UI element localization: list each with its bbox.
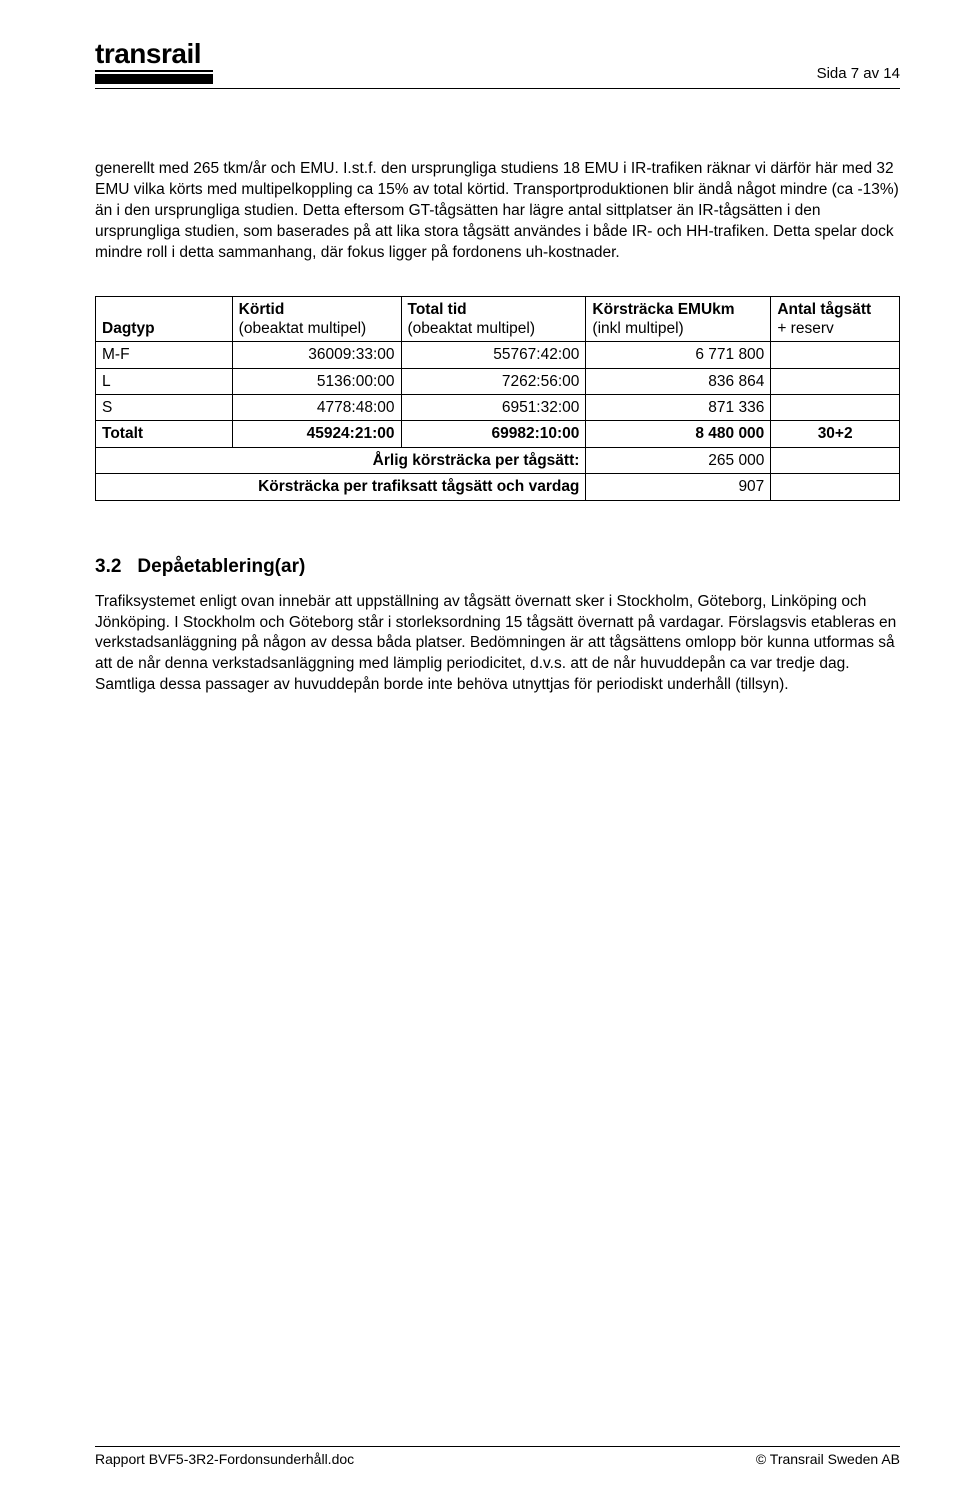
logo-text: transrail (95, 40, 213, 72)
cell-antal (771, 342, 900, 368)
table-row: M-F 36009:33:00 55767:42:00 6 771 800 (96, 342, 900, 368)
cell-total: 55767:42:00 (401, 342, 586, 368)
th-dagtyp: Dagtyp (96, 296, 233, 342)
cell-totalt-label: Totalt (96, 421, 233, 447)
cell-total: 6951:32:00 (401, 395, 586, 421)
table-row-annual: Årlig körsträcka per tågsätt: 265 000 (96, 447, 900, 473)
th-emukm: Körsträcka EMUkm (inkl multipel) (586, 296, 771, 342)
cell-vardag-label: Körsträcka per trafiksatt tågsätt och va… (96, 474, 586, 500)
page-header: transrail Sida 7 av 14 (95, 40, 900, 89)
table-row-vardag: Körsträcka per trafiksatt tågsätt och va… (96, 474, 900, 500)
cell-dagtyp: M-F (96, 342, 233, 368)
cell-annual-label: Årlig körsträcka per tågsätt: (96, 447, 586, 473)
cell-antal (771, 368, 900, 394)
section-heading: 3.2 Depåetablering(ar) (95, 556, 900, 578)
page-footer: Rapport BVF5-3R2-Fordonsunderhåll.doc © … (95, 1446, 900, 1467)
logo: transrail (95, 40, 213, 84)
table-row: L 5136:00:00 7262:56:00 836 864 (96, 368, 900, 394)
cell-emukm: 6 771 800 (586, 342, 771, 368)
footer-left: Rapport BVF5-3R2-Fordonsunderhåll.doc (95, 1451, 354, 1467)
footer-right: © Transrail Sweden AB (756, 1451, 900, 1467)
cell-totalt-total: 69982:10:00 (401, 421, 586, 447)
cell-kortid: 5136:00:00 (232, 368, 401, 394)
table-header-row: Dagtyp Körtid (obeaktat multipel) Total … (96, 296, 900, 342)
cell-kortid: 4778:48:00 (232, 395, 401, 421)
cell-total: 7262:56:00 (401, 368, 586, 394)
page-number: Sida 7 av 14 (817, 65, 900, 84)
cell-dagtyp: S (96, 395, 233, 421)
cell-totalt-antal: 30+2 (771, 421, 900, 447)
cell-vardag-value: 907 (586, 474, 771, 500)
table-row: S 4778:48:00 6951:32:00 871 336 (96, 395, 900, 421)
logo-underline (95, 74, 213, 84)
cell-empty (771, 447, 900, 473)
cell-totalt-kortid: 45924:21:00 (232, 421, 401, 447)
cell-annual-value: 265 000 (586, 447, 771, 473)
cell-empty (771, 474, 900, 500)
cell-kortid: 36009:33:00 (232, 342, 401, 368)
th-antal: Antal tågsätt + reserv (771, 296, 900, 342)
table-row-totalt: Totalt 45924:21:00 69982:10:00 8 480 000… (96, 421, 900, 447)
data-table: Dagtyp Körtid (obeaktat multipel) Total … (95, 296, 900, 501)
cell-emukm: 871 336 (586, 395, 771, 421)
section-body: Trafiksystemet enligt ovan innebär att u… (95, 592, 900, 697)
cell-antal (771, 395, 900, 421)
th-total: Total tid (obeaktat multipel) (401, 296, 586, 342)
cell-totalt-emukm: 8 480 000 (586, 421, 771, 447)
intro-paragraph: generellt med 265 tkm/år och EMU. I.st.f… (95, 159, 900, 264)
cell-emukm: 836 864 (586, 368, 771, 394)
section-title: Depåetablering(ar) (137, 556, 305, 577)
cell-dagtyp: L (96, 368, 233, 394)
th-kortid: Körtid (obeaktat multipel) (232, 296, 401, 342)
section-number: 3.2 (95, 556, 121, 577)
